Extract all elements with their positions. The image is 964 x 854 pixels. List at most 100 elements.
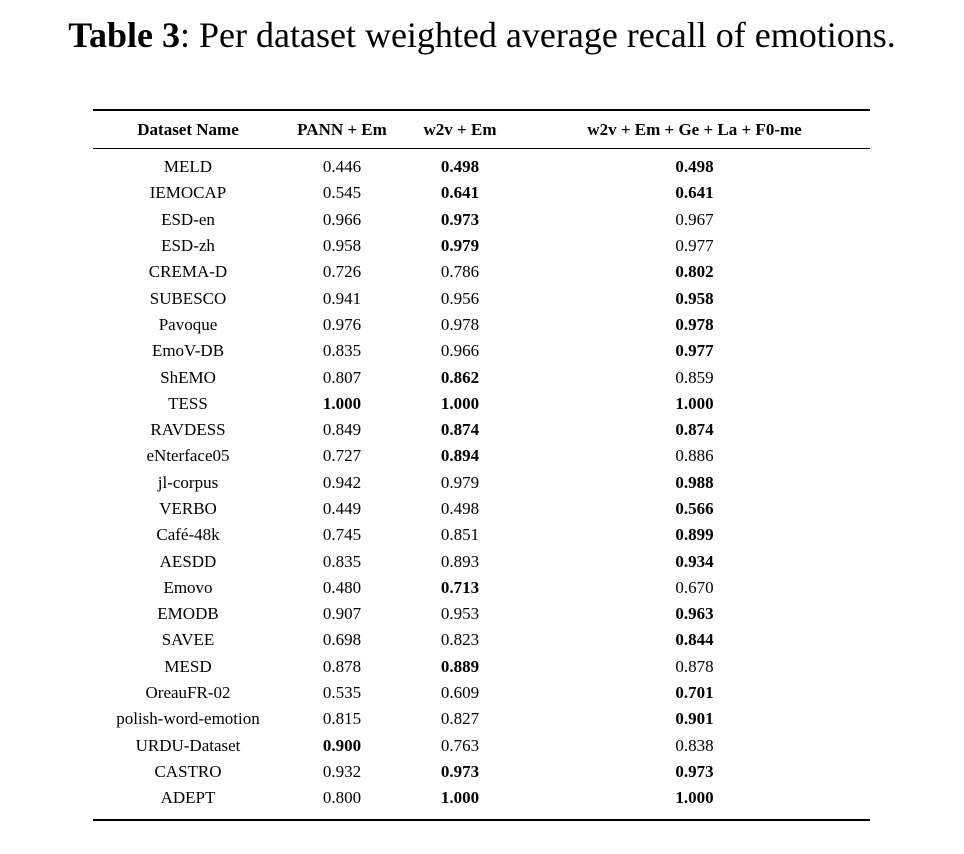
table-row: URDU-Dataset 0.900 0.763 0.838 (93, 733, 870, 759)
pann-em-cell: 0.807 (322, 367, 362, 387)
dataset-name-cell: ESD-zh (161, 236, 215, 256)
pann-em-cell: 0.900 (322, 735, 362, 755)
table-row: Café-48k 0.745 0.851 0.899 (93, 522, 870, 548)
pann-em-cell: 1.000 (322, 393, 362, 413)
w2v-full-cell: 0.498 (675, 157, 714, 177)
w2v-em-cell: 0.763 (440, 735, 480, 755)
w2v-em-cell: 0.973 (440, 209, 480, 229)
dataset-name-cell: CREMA-D (148, 262, 228, 282)
w2v-em-cell: 0.889 (440, 656, 480, 676)
table-row: polish-word-emotion 0.815 0.827 0.901 (93, 706, 870, 732)
w2v-em-cell: 0.498 (440, 499, 480, 518)
w2v-full-cell: 0.958 (675, 288, 714, 308)
pann-em-cell: 0.878 (322, 656, 362, 676)
w2v-full-cell: 0.838 (675, 735, 714, 755)
w2v-full-cell: 0.934 (675, 551, 714, 571)
w2v-em-cell: 0.973 (440, 761, 480, 781)
w2v-full-cell: 0.670 (675, 577, 714, 597)
w2v-em-cell: 1.000 (440, 788, 480, 808)
w2v-em-cell: 0.966 (440, 341, 480, 361)
table-row: jl-corpus 0.942 0.979 0.988 (93, 470, 870, 496)
w2v-full-cell: 0.641 (675, 183, 714, 203)
w2v-full-cell: 0.802 (675, 262, 714, 282)
w2v-full-cell: 0.977 (675, 341, 714, 361)
w2v-full-cell: 0.899 (675, 525, 714, 545)
dataset-name-cell: TESS (168, 393, 208, 413)
pann-em-cell: 0.966 (322, 209, 362, 229)
w2v-full-cell: 1.000 (675, 393, 714, 413)
pann-em-cell: 0.446 (322, 157, 362, 177)
w2v-full-cell: 0.874 (675, 420, 714, 440)
table-row: MESD 0.878 0.889 0.878 (93, 654, 870, 680)
w2v-full-cell: 1.000 (675, 788, 714, 808)
table-row: SAVEE 0.698 0.823 0.844 (93, 627, 870, 653)
table-row: Emovo 0.480 0.713 0.670 (93, 575, 870, 601)
pann-em-cell: 0.480 (322, 577, 362, 597)
w2v-em-cell: 0.874 (440, 420, 480, 440)
dataset-name-cell: Café-48k (156, 525, 220, 545)
w2v-em-cell: 0.851 (440, 525, 480, 545)
dataset-name-cell: Emovo (163, 577, 213, 597)
pann-em-cell: 0.745 (322, 525, 362, 545)
w2v-em-cell: 0.956 (440, 288, 480, 308)
pann-em-cell: 0.800 (322, 788, 362, 808)
w2v-full-cell: 0.844 (675, 630, 714, 650)
w2v-em-cell: 0.953 (440, 604, 480, 624)
dataset-name-cell: ESD-en (161, 209, 215, 229)
table-row: CASTRO 0.932 0.973 0.973 (93, 759, 870, 785)
w2v-full-cell: 0.988 (675, 472, 714, 492)
table-caption: Table 3: Per dataset weighted average re… (0, 14, 964, 56)
dataset-name-cell: MELD (163, 157, 213, 177)
header-row: Dataset Name PANN + Em w2v + Em w2v + Em… (93, 110, 870, 149)
pann-em-cell: 0.835 (322, 551, 362, 571)
pann-em-cell: 0.815 (322, 709, 362, 729)
table-row: CREMA-D 0.726 0.786 0.802 (93, 259, 870, 285)
table-body: MELD 0.446 0.498 0.498 IEMOCAP 0.545 0.641 0.64… (93, 149, 870, 821)
pann-em-cell: 0.932 (322, 761, 362, 781)
w2v-full-cell: 0.977 (675, 236, 714, 256)
table-row: MELD 0.446 0.498 0.498 (93, 149, 870, 181)
pann-em-cell: 0.907 (322, 604, 362, 624)
caption-text: : Per dataset weighted average recall of… (180, 15, 896, 55)
table-row: OreauFR-02 0.535 0.609 0.701 (93, 680, 870, 706)
table-row: Pavoque 0.976 0.978 0.978 (93, 312, 870, 338)
dataset-name-cell: eNterface05 (146, 446, 230, 466)
w2v-em-cell: 0.609 (440, 683, 480, 703)
dataset-name-cell: ADEPT (160, 788, 216, 808)
dataset-name-cell: EmoV-DB (151, 341, 225, 361)
table-row: TESS 1.000 1.000 1.000 (93, 391, 870, 417)
table-row: ADEPT 0.800 1.000 1.000 (93, 785, 870, 821)
table-row: ESD-zh 0.958 0.979 0.977 (93, 233, 870, 259)
w2v-em-cell: 0.862 (440, 367, 480, 387)
pann-em-cell: 0.698 (322, 630, 362, 650)
w2v-em-cell: 0.893 (440, 551, 480, 571)
dataset-name-cell: IEMOCAP (149, 183, 227, 203)
pann-em-cell: 0.958 (322, 236, 362, 256)
w2v-em-cell: 0.979 (440, 472, 480, 492)
w2v-em-cell: 1.000 (440, 393, 480, 413)
dataset-name-cell: RAVDESS (150, 420, 226, 440)
pann-em-cell: 0.976 (322, 314, 362, 334)
w2v-em-cell: 0.786 (440, 262, 480, 282)
pann-em-cell: 0.849 (322, 420, 362, 440)
table-label: Table 3 (68, 15, 180, 55)
w2v-full-cell: 0.967 (675, 209, 714, 229)
dataset-name-cell: SAVEE (161, 630, 215, 650)
dataset-name-cell: MESD (164, 656, 212, 676)
dataset-name-cell: OreauFR-02 (145, 683, 231, 703)
pann-em-cell: 0.942 (322, 472, 362, 492)
w2v-full-cell: 0.859 (675, 367, 714, 387)
dataset-name-cell: Pavoque (158, 314, 218, 334)
dataset-name-cell: ShEMO (160, 367, 216, 387)
w2v-full-cell: 0.963 (675, 604, 714, 624)
w2v-em-cell: 0.641 (440, 183, 480, 203)
table-row: eNterface05 0.727 0.894 0.886 (93, 443, 870, 469)
header-w2v-full: w2v + Em + Ge + La + F0-me (587, 119, 802, 139)
table-row: SUBESCO 0.941 0.956 0.958 (93, 285, 870, 311)
dataset-name-cell: jl-corpus (157, 472, 219, 492)
header-w2v-em: w2v + Em (423, 119, 497, 139)
pann-em-cell: 0.835 (322, 341, 362, 361)
header-pann-em: PANN + Em (297, 119, 387, 139)
pann-em-cell: 0.449 (322, 499, 362, 518)
w2v-full-cell: 0.901 (675, 709, 714, 729)
